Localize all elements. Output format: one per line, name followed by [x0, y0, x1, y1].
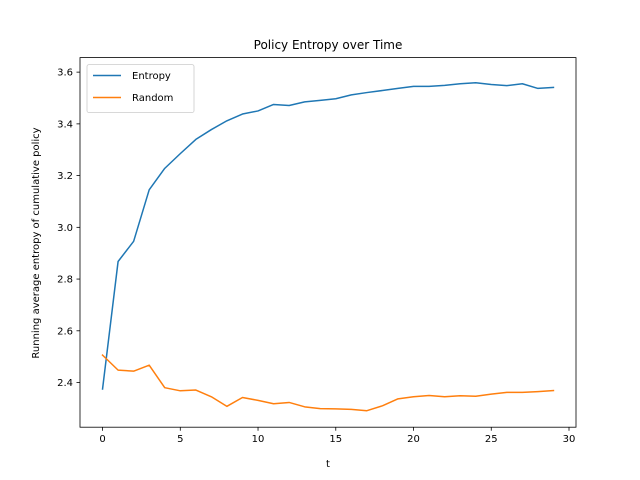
y-tick-label: 2.6	[57, 326, 73, 337]
x-tick-label: 5	[177, 434, 183, 445]
y-tick-label: 2.4	[57, 378, 73, 389]
x-axis: 0 5 10 15 20 25 30	[99, 427, 575, 445]
x-tick-label: 0	[99, 434, 105, 445]
x-tick-label: 20	[407, 434, 420, 445]
plot-area	[79, 57, 577, 428]
legend-label-entropy: Entropy	[132, 71, 171, 82]
y-tick-label: 3.4	[57, 119, 73, 130]
legend-label-random: Random	[132, 93, 173, 104]
y-tick-label: 3.0	[57, 223, 73, 234]
x-tick-label: 30	[563, 434, 576, 445]
y-tick-label: 2.8	[57, 275, 73, 286]
series-line-entropy	[101, 81, 555, 390]
y-tick-label: 3.6	[57, 68, 73, 79]
x-axis-label: t	[326, 459, 330, 470]
x-tick-label: 15	[329, 434, 342, 445]
x-tick-label: 25	[485, 434, 498, 445]
x-tick-label: 10	[252, 434, 265, 445]
y-axis-label: Running average entropy of cumulative po…	[31, 127, 42, 358]
legend: Entropy Random	[86, 64, 195, 113]
series-layer	[101, 81, 555, 412]
y-tick-label: 3.2	[57, 171, 73, 182]
y-axis: 2.4 2.6 2.8 3.0 3.2 3.4 3.6	[57, 68, 80, 389]
chart-title: Policy Entropy over Time	[254, 38, 403, 52]
series-line-random	[101, 354, 555, 412]
legend-box	[86, 64, 195, 113]
plot-frame	[79, 57, 577, 428]
